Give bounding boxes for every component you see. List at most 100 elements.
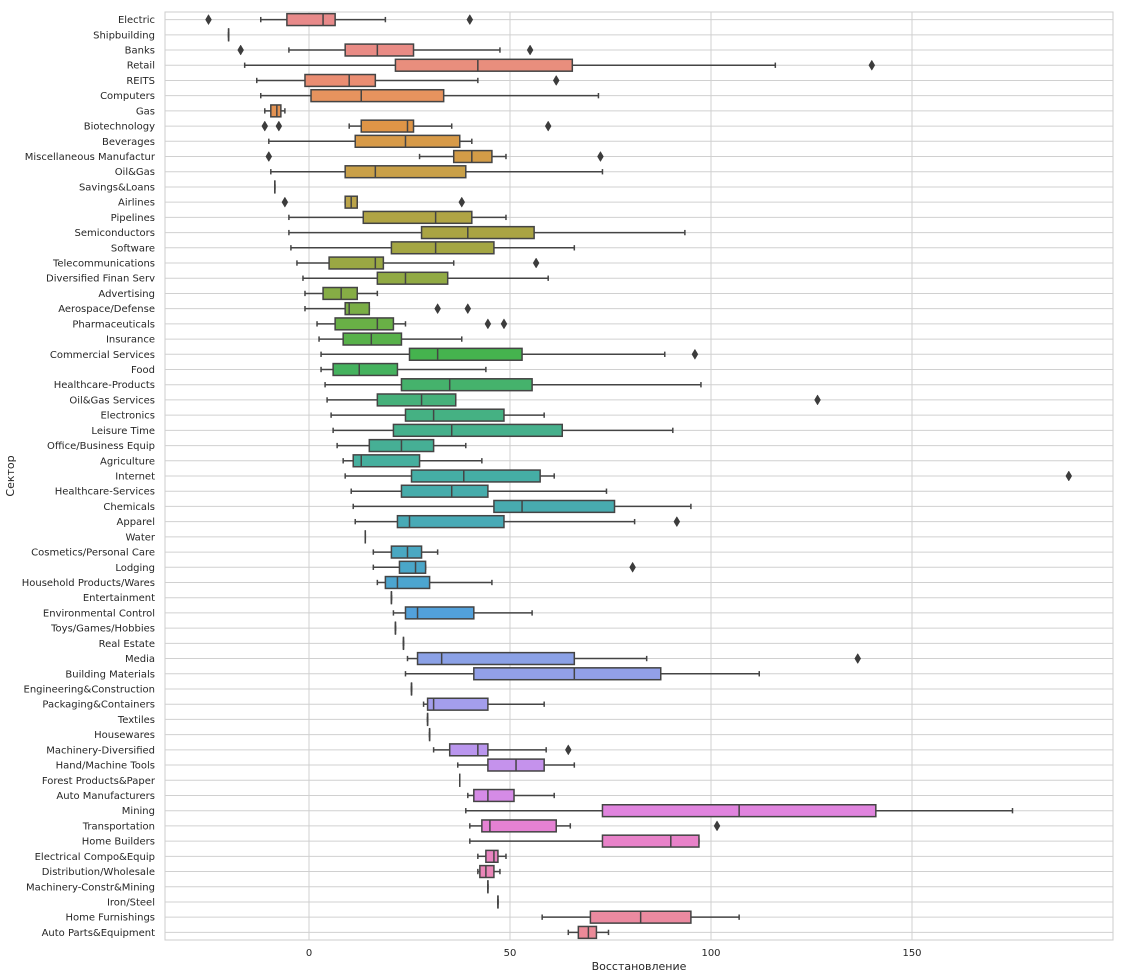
- y-tick-label: Toys/Games/Hobbies: [50, 624, 155, 635]
- y-tick-label: Auto Manufacturers: [56, 791, 155, 802]
- box-healthcare-services: [350, 484, 608, 498]
- box-pipelines: [288, 210, 507, 225]
- y-tick-label: Advertising: [98, 289, 155, 300]
- iqr-box: [404, 606, 475, 620]
- y-tick-label: Oil&Gas Services: [69, 395, 155, 406]
- outlier-point: [526, 44, 534, 56]
- iqr-box: [286, 12, 336, 27]
- y-tick-label: Water: [125, 532, 155, 543]
- iqr-box: [376, 393, 457, 407]
- iqr-box: [410, 469, 541, 483]
- iqr-box: [473, 667, 662, 681]
- outlier-point: [500, 318, 508, 330]
- iqr-box: [342, 332, 403, 346]
- box-leisure-time: [332, 423, 674, 438]
- iqr-box: [304, 73, 377, 88]
- box-reits: [255, 73, 560, 88]
- box-agriculture: [342, 454, 483, 468]
- box-insurance: [318, 332, 463, 346]
- box-household-products-wares: [376, 575, 493, 590]
- box-biotechnology: [261, 119, 552, 133]
- y-tick-labels: Electric Shipbuilding Banks Retail REITS Comp…: [22, 15, 156, 939]
- box-environmental-control: [392, 606, 533, 620]
- y-tick-label: Lodging: [115, 563, 155, 574]
- box-auto-parts-equipment: [567, 925, 610, 940]
- y-tick-label: Media: [125, 654, 155, 665]
- box-pharmaceuticals: [316, 317, 508, 331]
- box-cosmetics-personal-care: [372, 545, 439, 559]
- y-tick-label: REITS: [126, 76, 155, 87]
- box-distribution-wholesale: [477, 864, 501, 879]
- y-tick-label: Diversified Finan Serv: [46, 274, 155, 285]
- outlier-point: [281, 196, 289, 208]
- outlier-point: [275, 120, 283, 132]
- y-tick-label: Leisure Time: [91, 426, 155, 437]
- iqr-box: [362, 210, 473, 225]
- box-computers: [260, 88, 600, 103]
- box-software: [290, 241, 576, 255]
- box-electrical-compo-equip: [477, 849, 507, 864]
- y-tick-label: Electronics: [100, 411, 155, 422]
- y-tick-label: Real Estate: [99, 639, 155, 650]
- iqr-box: [394, 58, 574, 72]
- iqr-box: [328, 256, 385, 270]
- outlier-point: [629, 561, 636, 573]
- outlier-point: [673, 516, 681, 528]
- y-tick-label: Household Products/Wares: [22, 578, 155, 589]
- iqr-box: [384, 575, 431, 590]
- y-tick-label: Biotechnology: [84, 122, 155, 133]
- outlier-point: [466, 14, 474, 26]
- iqr-box: [344, 301, 371, 316]
- iqr-box: [493, 499, 616, 514]
- outlier-point: [261, 120, 269, 132]
- box-chemicals: [352, 499, 692, 514]
- y-tick-label: Building Materials: [65, 669, 155, 680]
- y-tick-label: Engineering&Construction: [24, 684, 155, 695]
- box-mining: [465, 804, 1014, 818]
- y-tick-label: Forest Products&Paper: [42, 776, 156, 787]
- y-tick-label: Auto Parts&Equipment: [42, 928, 156, 939]
- y-tick-label: Shipbuilding: [93, 30, 155, 41]
- iqr-box: [404, 408, 505, 422]
- iqr-box: [408, 347, 523, 361]
- box-telecommunications: [296, 256, 540, 270]
- outlier-point: [464, 303, 472, 315]
- y-tick-label: Healthcare-Services: [55, 487, 155, 498]
- y-tick-label: Textiles: [117, 715, 155, 726]
- outlier-point: [532, 257, 540, 269]
- box-beverages: [268, 134, 473, 148]
- y-tick-label: Distribution/Wholesale: [42, 867, 155, 878]
- iqr-box: [473, 788, 515, 803]
- y-tick-label: Packaging&Containers: [42, 700, 155, 711]
- box-gas: [264, 104, 286, 118]
- outlier-point: [205, 14, 212, 26]
- x-tick-label: 150: [902, 948, 921, 959]
- x-tick-label: 100: [701, 948, 720, 959]
- iqr-box: [354, 134, 461, 148]
- y-tick-label: Housewares: [94, 730, 155, 741]
- y-tick-label: Food: [131, 365, 155, 376]
- y-tick-label: Machinery-Constr&Mining: [26, 882, 155, 893]
- outlier-point: [691, 348, 699, 360]
- box-electric: [205, 12, 474, 27]
- y-tick-label: Agriculture: [100, 456, 155, 467]
- iqr-box: [400, 484, 489, 498]
- outlier-point: [1065, 470, 1073, 482]
- iqr-box: [448, 743, 489, 757]
- iqr-box: [420, 225, 535, 240]
- y-tick-label: Insurance: [106, 335, 155, 346]
- iqr-box: [426, 697, 489, 711]
- box-building-materials: [404, 667, 760, 681]
- iqr-box: [390, 545, 423, 559]
- iqr-box: [360, 119, 415, 133]
- iqr-box: [310, 88, 445, 103]
- box-semiconductors: [288, 225, 686, 240]
- box-miscellaneous-manufactur: [265, 149, 604, 164]
- y-tick-label: Beverages: [102, 137, 155, 148]
- y-tick-label: Oil&Gas: [115, 167, 155, 178]
- y-tick-label: Iron/Steel: [107, 897, 155, 908]
- outlier-point: [484, 318, 492, 330]
- x-tick-label: 0: [306, 948, 312, 959]
- iqr-box: [344, 165, 467, 179]
